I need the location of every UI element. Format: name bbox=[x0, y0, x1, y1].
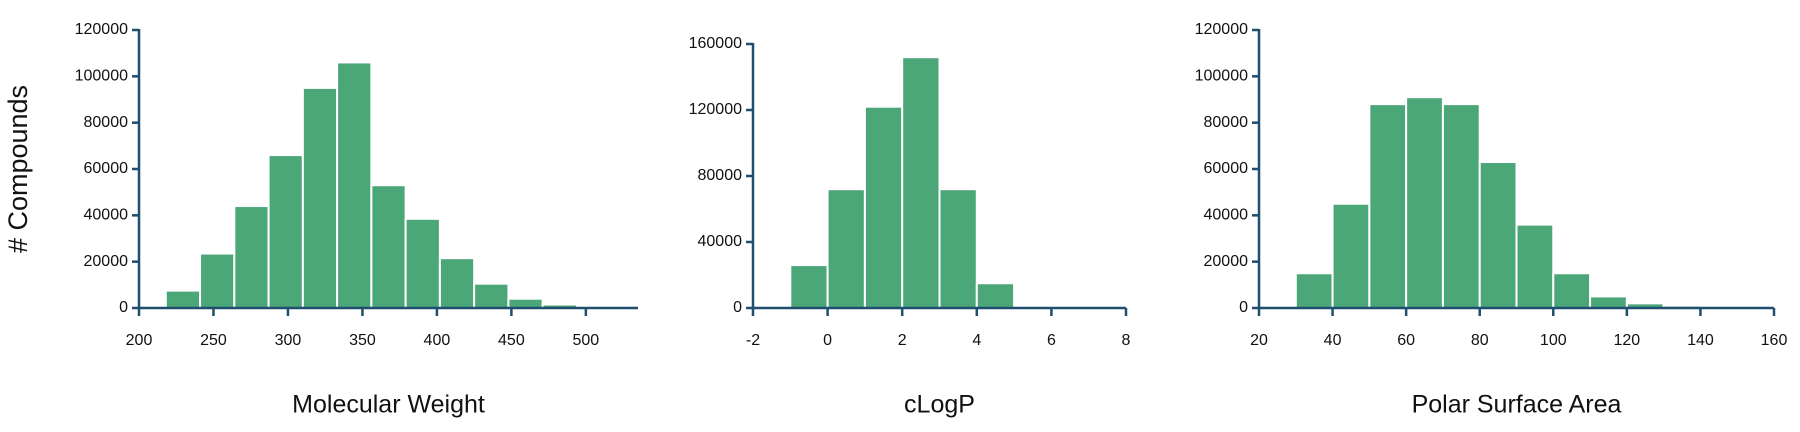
bar bbox=[438, 257, 476, 310]
bar bbox=[789, 264, 829, 310]
bar bbox=[901, 56, 941, 310]
y-tick-label: 80000 bbox=[698, 167, 743, 184]
bar bbox=[1294, 272, 1334, 309]
bar bbox=[1331, 202, 1371, 309]
x-tick-label: -2 bbox=[746, 332, 760, 349]
y-tick-label: 100000 bbox=[1195, 68, 1248, 85]
bar bbox=[233, 205, 270, 309]
bar bbox=[1589, 295, 1628, 309]
y-tick-label: 120000 bbox=[1195, 21, 1248, 38]
x-tick-label: 100 bbox=[1540, 332, 1567, 349]
x-tick-label: 160 bbox=[1761, 332, 1788, 349]
y-tick-label: 80000 bbox=[1204, 114, 1249, 131]
bar bbox=[370, 184, 407, 309]
x-tick-label: 6 bbox=[1047, 332, 1056, 349]
bar bbox=[473, 282, 510, 309]
x-tick-label: 4 bbox=[972, 332, 981, 349]
x-tick-label: 120 bbox=[1614, 332, 1641, 349]
bar bbox=[1441, 103, 1481, 309]
y-tick-label: 120000 bbox=[689, 101, 742, 118]
y-tick-label: 160000 bbox=[689, 35, 742, 52]
y-tick-label: 100000 bbox=[75, 68, 128, 85]
bar bbox=[863, 105, 904, 309]
x-axis-label: Molecular Weight bbox=[292, 391, 485, 419]
y-tick-label: 40000 bbox=[84, 207, 129, 224]
bar bbox=[267, 154, 304, 309]
x-tick-label: 0 bbox=[823, 332, 832, 349]
bar bbox=[336, 61, 373, 309]
x-tick-label: 20 bbox=[1250, 332, 1268, 349]
bar bbox=[1515, 223, 1555, 310]
y-tick-label: 60000 bbox=[84, 160, 129, 177]
x-axis-label: Polar Surface Area bbox=[1412, 391, 1622, 419]
x-tick-label: 2 bbox=[898, 332, 907, 349]
x-tick-label: 8 bbox=[1122, 332, 1131, 349]
x-tick-label: 200 bbox=[126, 332, 153, 349]
y-tick-label: 20000 bbox=[1204, 253, 1249, 270]
x-tick-label: 140 bbox=[1687, 332, 1714, 349]
bar bbox=[938, 188, 978, 309]
y-tick-label: 0 bbox=[119, 299, 128, 316]
x-axis-label: cLogP bbox=[904, 391, 975, 419]
bar bbox=[164, 289, 202, 309]
bar bbox=[404, 217, 441, 309]
bar bbox=[1478, 161, 1518, 309]
x-tick-label: 300 bbox=[275, 332, 302, 349]
x-tick-label: 350 bbox=[349, 332, 376, 349]
bar bbox=[507, 297, 544, 310]
bar bbox=[975, 282, 1016, 309]
x-tick-label: 40 bbox=[1324, 332, 1342, 349]
x-tick-label: 80 bbox=[1471, 332, 1489, 349]
y-tick-label: 20000 bbox=[84, 253, 129, 270]
x-tick-label: 250 bbox=[200, 332, 227, 349]
y-axis-label: # Compounds bbox=[3, 85, 33, 253]
y-tick-label: 80000 bbox=[84, 114, 129, 131]
bar bbox=[301, 86, 339, 309]
bar bbox=[826, 188, 866, 309]
y-tick-label: 40000 bbox=[698, 233, 743, 250]
y-tick-label: 120000 bbox=[75, 21, 128, 38]
x-tick-label: 500 bbox=[573, 332, 600, 349]
x-tick-label: 400 bbox=[424, 332, 451, 349]
bar bbox=[1405, 96, 1444, 309]
bar bbox=[199, 252, 236, 309]
y-tick-label: 0 bbox=[733, 299, 742, 316]
bar bbox=[1368, 103, 1408, 309]
y-tick-label: 0 bbox=[1239, 299, 1248, 316]
y-tick-label: 40000 bbox=[1204, 207, 1249, 224]
y-tick-label: 60000 bbox=[1204, 160, 1249, 177]
x-tick-label: 60 bbox=[1397, 332, 1415, 349]
bar bbox=[1552, 272, 1592, 309]
x-tick-label: 450 bbox=[498, 332, 525, 349]
